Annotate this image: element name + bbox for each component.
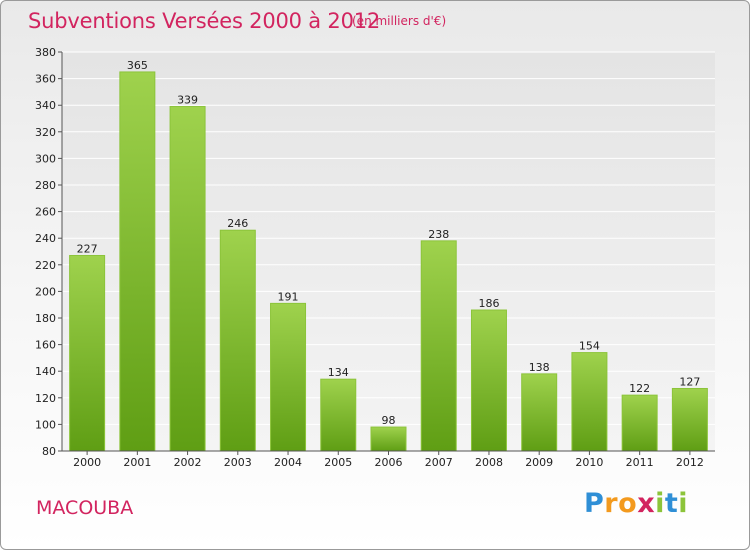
bar: [219, 229, 256, 452]
logo-letter: t: [664, 488, 679, 519]
y-tick-label: 180: [35, 312, 56, 325]
x-tick-label: 2004: [274, 456, 302, 469]
x-tick-label: 2005: [324, 456, 352, 469]
y-tick-label: 200: [35, 285, 56, 298]
y-tick-label: 320: [35, 126, 56, 139]
logo-letter: i: [655, 488, 665, 519]
bar: [470, 309, 507, 452]
logo-letter: r: [604, 488, 619, 519]
bar: [320, 378, 357, 452]
y-tick-label: 220: [35, 259, 56, 272]
x-tick-label: 2008: [475, 456, 503, 469]
y-tick-label: 380: [35, 46, 56, 59]
data-label: 186: [478, 297, 499, 310]
y-tick-label: 240: [35, 232, 56, 245]
x-tick-label: 2011: [626, 456, 654, 469]
bar: [270, 302, 307, 452]
x-tick-label: 2000: [73, 456, 101, 469]
y-tick-label: 300: [35, 152, 56, 165]
y-tick-label: 100: [35, 418, 56, 431]
data-label: 134: [328, 366, 349, 379]
commune-name: MACOUBA: [36, 497, 134, 519]
bar: [571, 352, 608, 452]
bar: [169, 106, 206, 452]
logo-letter: o: [618, 488, 638, 519]
x-tick-label: 2001: [123, 456, 151, 469]
x-tick-label: 2007: [425, 456, 453, 469]
data-label: 127: [679, 375, 700, 388]
bar: [69, 254, 106, 452]
data-label: 191: [278, 290, 299, 303]
proxiti-logo: Proxiti: [584, 488, 688, 519]
x-tick-label: 2006: [375, 456, 403, 469]
bar: [621, 394, 658, 452]
x-tick-label: 2010: [575, 456, 603, 469]
y-tick-label: 340: [35, 99, 56, 112]
y-tick-label: 80: [42, 445, 56, 458]
bar: [420, 240, 457, 452]
bar: [671, 387, 708, 452]
data-label: 154: [579, 340, 600, 353]
data-label: 246: [227, 217, 248, 230]
x-tick-label: 2002: [174, 456, 202, 469]
y-tick-label: 120: [35, 392, 56, 405]
y-tick-label: 260: [35, 206, 56, 219]
chart-subtitle: (en milliers d'€): [352, 14, 447, 28]
plot-area: [62, 52, 715, 451]
y-tick-label: 160: [35, 339, 56, 352]
bar: [370, 426, 407, 452]
logo-letter: x: [637, 488, 656, 519]
logo-letter: P: [584, 488, 605, 519]
data-label: 98: [382, 414, 396, 427]
y-tick-label: 280: [35, 179, 56, 192]
bar: [521, 373, 558, 452]
data-label: 339: [177, 94, 198, 107]
data-label: 122: [629, 382, 650, 395]
data-label: 365: [127, 59, 148, 72]
data-label: 238: [428, 228, 449, 241]
data-label: 138: [529, 361, 550, 374]
logo-letter: i: [678, 488, 689, 519]
bar: [119, 71, 156, 452]
data-label: 227: [77, 242, 98, 255]
y-tick-label: 360: [35, 73, 56, 86]
x-tick-label: 2009: [525, 456, 553, 469]
x-tick-label: 2012: [676, 456, 704, 469]
y-tick-label: 140: [35, 365, 56, 378]
x-tick-label: 2003: [224, 456, 252, 469]
chart-title: Subventions Versées 2000 à 2012: [28, 9, 381, 33]
